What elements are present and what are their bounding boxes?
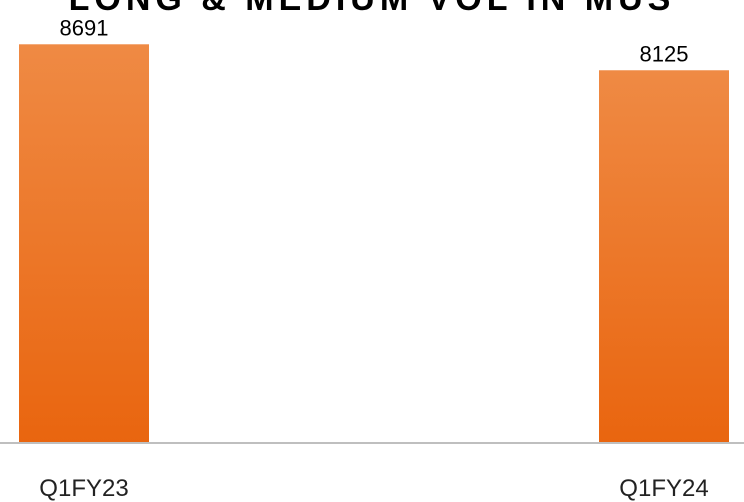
chart-title: LONG & MEDIUM VOL IN MUS — [69, 0, 676, 18]
data-label-q1fy23: 8691 — [60, 15, 109, 40]
bar-q1fy24 — [599, 70, 729, 443]
x-tick-labels-group: Q1FY23 Q1FY24 — [39, 475, 708, 502]
bar-q1fy23 — [19, 44, 149, 443]
data-label-q1fy24: 8125 — [640, 41, 689, 66]
bars-group — [19, 44, 729, 443]
data-labels-group: 8691 8125 — [60, 15, 689, 66]
x-tick-label-q1fy24: Q1FY24 — [619, 475, 708, 502]
x-tick-label-q1fy23: Q1FY23 — [39, 475, 128, 502]
